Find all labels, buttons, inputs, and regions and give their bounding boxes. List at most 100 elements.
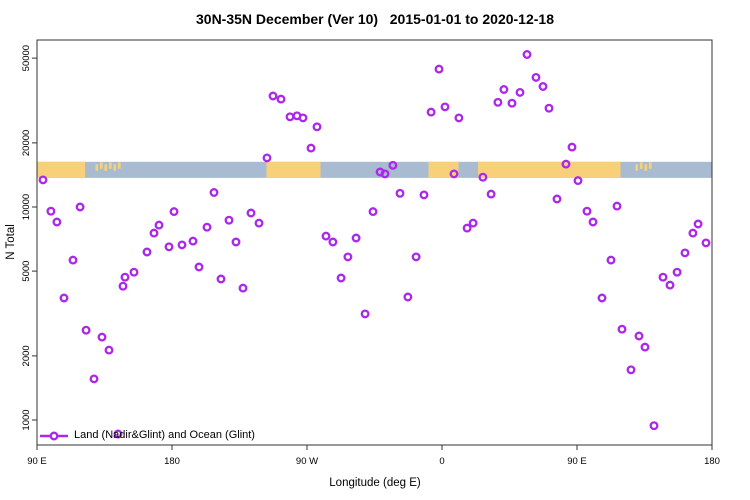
data-point bbox=[368, 207, 378, 217]
data-point bbox=[606, 255, 616, 265]
data-point bbox=[380, 169, 390, 179]
data-point bbox=[582, 206, 592, 216]
data-point bbox=[129, 267, 139, 277]
tick-labels: 90 E 180 90 W 0 90 E 180 1000 2000 5000 10000 2000… bbox=[21, 45, 720, 467]
data-point bbox=[395, 188, 405, 198]
legend-circle bbox=[49, 431, 59, 441]
data-point bbox=[164, 242, 174, 252]
data-point bbox=[194, 262, 204, 272]
data-point bbox=[59, 293, 69, 303]
data-point bbox=[285, 112, 295, 122]
x-tick-label: 180 bbox=[704, 456, 720, 467]
data-point bbox=[89, 374, 99, 384]
data-point bbox=[486, 189, 496, 199]
data-point bbox=[238, 283, 248, 293]
data-point bbox=[142, 247, 152, 257]
y-tick-label: 10000 bbox=[21, 194, 32, 220]
land-speckle bbox=[635, 164, 639, 171]
data-point bbox=[493, 97, 503, 107]
data-point bbox=[75, 202, 85, 212]
land-speckle bbox=[95, 164, 99, 171]
data-point bbox=[538, 82, 548, 91]
data-point bbox=[343, 252, 353, 262]
plot-box bbox=[36, 39, 713, 446]
data-point bbox=[169, 207, 179, 217]
data-point bbox=[434, 64, 444, 74]
data-point bbox=[224, 215, 234, 225]
data-point bbox=[46, 206, 56, 216]
data-point bbox=[298, 113, 308, 123]
data-point bbox=[81, 325, 91, 335]
data-point bbox=[440, 102, 450, 112]
data-point bbox=[672, 267, 682, 277]
data-point bbox=[216, 274, 226, 284]
data-point bbox=[693, 219, 703, 229]
data-point bbox=[658, 272, 668, 282]
data-point bbox=[312, 122, 322, 132]
y-tick-label: 20000 bbox=[21, 130, 32, 156]
data-point bbox=[462, 223, 472, 233]
y-tick-label: 50000 bbox=[21, 45, 32, 71]
y-tick-label: 1000 bbox=[21, 409, 32, 430]
data-point bbox=[246, 208, 256, 218]
data-point bbox=[262, 153, 272, 163]
data-point bbox=[188, 236, 198, 246]
data-point bbox=[454, 113, 464, 123]
data-point bbox=[588, 217, 598, 227]
y-tick-label: 2000 bbox=[21, 345, 32, 366]
data-point bbox=[360, 309, 370, 319]
data-point bbox=[268, 91, 278, 101]
data-point bbox=[573, 176, 583, 186]
x-tick-label: 0 bbox=[439, 456, 444, 467]
land-speckle bbox=[640, 162, 643, 169]
chart-title: 30N-35N December (Ver 10) 2015-01-01 to … bbox=[196, 11, 554, 27]
land-speckle bbox=[100, 162, 103, 169]
land-speckle bbox=[113, 164, 117, 171]
data-point bbox=[688, 228, 698, 238]
data-point bbox=[104, 345, 114, 355]
data-point bbox=[120, 272, 130, 282]
data-point bbox=[515, 87, 525, 97]
x-tick-label: 90 E bbox=[567, 456, 587, 467]
data-point bbox=[499, 85, 509, 94]
data-point bbox=[665, 280, 675, 290]
data-point bbox=[426, 107, 436, 117]
data-point bbox=[97, 332, 107, 342]
data-point bbox=[449, 169, 459, 179]
data-point bbox=[113, 429, 123, 439]
data-point bbox=[118, 281, 128, 291]
land-speckle bbox=[104, 164, 108, 171]
data-point bbox=[561, 159, 571, 169]
land-speckle bbox=[109, 162, 112, 169]
data-point bbox=[403, 292, 413, 302]
data-point bbox=[154, 220, 164, 230]
data-point bbox=[52, 217, 62, 227]
data-point bbox=[202, 222, 212, 232]
data-point bbox=[680, 248, 690, 258]
data-point bbox=[38, 175, 48, 185]
data-point bbox=[209, 188, 219, 197]
x-tick-label: 180 bbox=[164, 456, 180, 467]
data-point bbox=[351, 233, 361, 243]
data-point bbox=[522, 50, 532, 59]
data-point bbox=[468, 218, 478, 228]
land-speckle bbox=[118, 162, 121, 169]
data-point bbox=[328, 237, 338, 247]
land-speckle bbox=[649, 162, 652, 169]
land-strip bbox=[266, 161, 321, 178]
data-points bbox=[38, 50, 711, 439]
data-point bbox=[306, 143, 316, 153]
data-point bbox=[388, 160, 398, 170]
data-point bbox=[617, 324, 627, 334]
data-point bbox=[507, 98, 517, 108]
data-point bbox=[640, 342, 650, 352]
data-point bbox=[419, 190, 429, 200]
land-strip bbox=[478, 161, 621, 178]
data-point bbox=[649, 421, 659, 431]
data-point bbox=[321, 231, 331, 241]
data-point bbox=[701, 238, 711, 248]
data-point bbox=[411, 252, 421, 262]
data-point bbox=[177, 240, 187, 250]
